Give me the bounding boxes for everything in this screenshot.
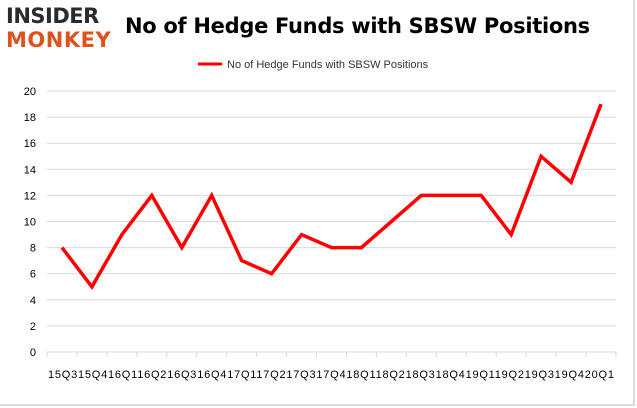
y-tick-label: 18 [24, 112, 36, 124]
data-point-2020Q1 [600, 103, 603, 106]
data-point-2016Q4 [210, 194, 213, 197]
y-tick-label: 4 [30, 295, 36, 307]
data-point-2017Q2 [270, 272, 273, 275]
data-point-2018Q3 [420, 194, 423, 197]
data-point-2019Q2 [510, 233, 513, 236]
x-tick-labels: 15Q315Q416Q116Q216Q316Q417Q117Q217Q317Q4… [48, 369, 614, 381]
data-point-2019Q1 [480, 194, 483, 197]
data-point-2018Q4 [450, 194, 453, 197]
y-tick-label: 8 [30, 243, 36, 255]
data-point-2017Q3 [300, 233, 303, 236]
y-tick-label: 12 [24, 190, 36, 202]
legend-label: No of Hedge Funds with SBSW Positions [227, 59, 429, 71]
data-point-2017Q4 [330, 246, 333, 249]
logo-line-1: INSIDER [6, 4, 99, 28]
logo-line-2: MONKEY [6, 28, 112, 52]
data-point-2017Q1 [240, 259, 243, 262]
data-point-2019Q3 [540, 155, 543, 158]
y-tick-label: 14 [24, 164, 36, 176]
data-point-2019Q4 [570, 181, 573, 184]
data-point-2018Q1 [360, 246, 363, 249]
y-tick-label: 16 [24, 138, 36, 150]
data-point-2016Q2 [150, 194, 153, 197]
data-point-2018Q2 [390, 220, 393, 223]
chart-title: No of Hedge Funds with SBSW Positions [125, 14, 590, 38]
y-tick-label: 2 [30, 321, 36, 333]
y-tick-label: 0 [30, 347, 36, 359]
data-point-2015Q4 [90, 285, 93, 288]
data-point-2016Q1 [120, 233, 123, 236]
y-tick-label: 6 [30, 269, 36, 281]
y-tick-label: 10 [24, 217, 36, 229]
y-tick-label: 20 [24, 86, 36, 98]
data-point-2015Q3 [61, 246, 64, 249]
series-line [60, 103, 603, 290]
insider-monkey-logo: INSIDER MONKEY [6, 6, 118, 54]
data-point-2016Q3 [180, 246, 183, 249]
